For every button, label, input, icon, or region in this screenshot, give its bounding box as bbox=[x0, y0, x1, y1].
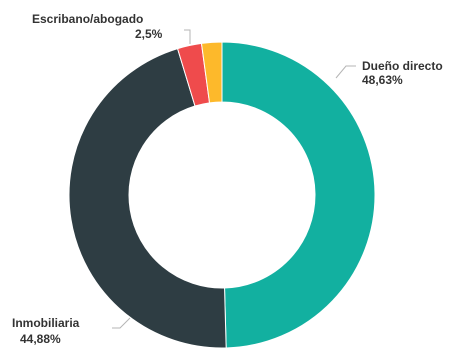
slice-label-escribano-abogado: Escribano/abogado bbox=[32, 12, 143, 26]
leader-line-inmobiliaria bbox=[112, 317, 131, 329]
slice-value-escribano-abogado: 2,5% bbox=[135, 27, 163, 41]
slice-value-dueno-directo: 48,63% bbox=[362, 73, 403, 87]
slice-label-dueno-directo: Dueño directo bbox=[362, 59, 443, 73]
donut-slice-other-3 bbox=[200, 41, 223, 104]
donut-slice-inmobiliaria bbox=[68, 47, 227, 349]
slice-label-inmobiliaria: Inmobiliaria bbox=[12, 316, 80, 330]
slice-value-inmobiliaria: 44,88% bbox=[20, 332, 61, 346]
donut-slices bbox=[68, 41, 376, 349]
leader-line-escribano-abogado bbox=[184, 29, 191, 44]
donut-slice-due-o-directo bbox=[221, 41, 376, 349]
leader-line-dueno-directo bbox=[335, 65, 356, 79]
